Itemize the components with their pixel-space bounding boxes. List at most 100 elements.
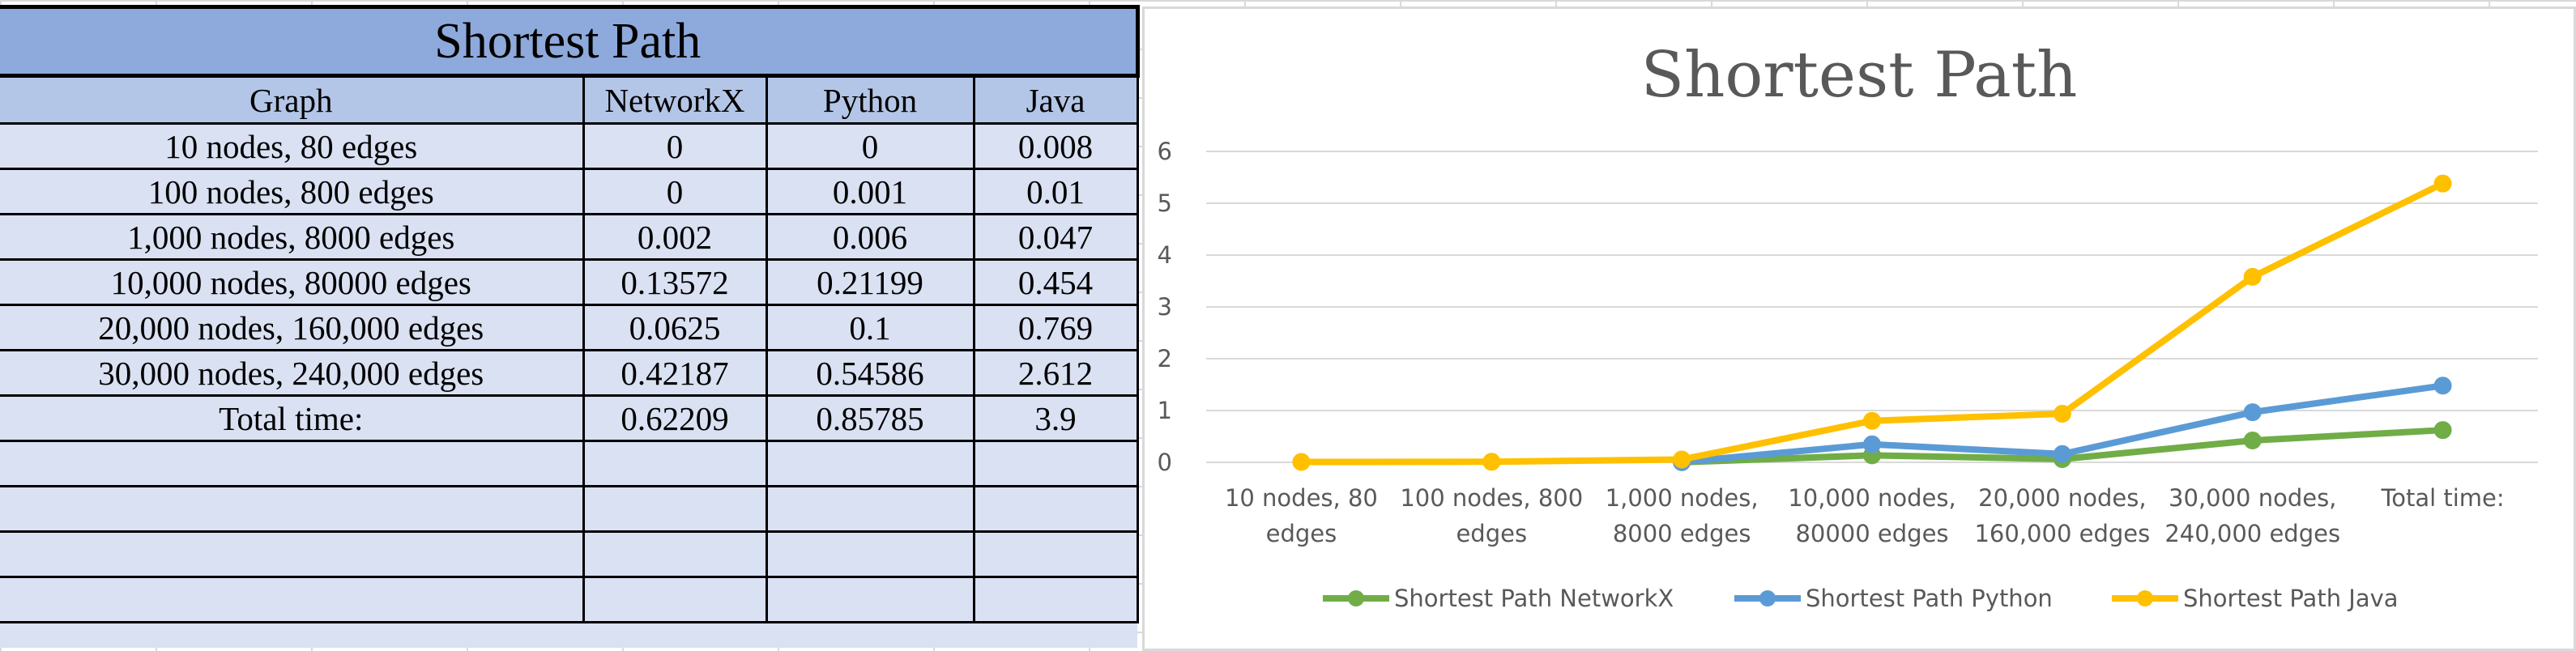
table-cell[interactable]: 0: [582, 168, 768, 215]
table-row: 100 nodes, 800 edges 0 0.001 0.01: [0, 168, 1139, 215]
table-cell[interactable]: 0.01: [972, 168, 1139, 215]
table-row: 10 nodes, 80 edges 0 0 0.008: [0, 122, 1139, 170]
table-cell[interactable]: 0.001: [765, 168, 975, 215]
table-title-row: Shortest Path: [0, 5, 1140, 78]
header-java[interactable]: Java: [972, 74, 1139, 125]
table-row: [0, 440, 1139, 487]
header-graph[interactable]: Graph: [0, 74, 585, 125]
table-cell[interactable]: 0.769: [972, 304, 1139, 351]
table-cell[interactable]: 0: [765, 122, 975, 170]
results-table: Shortest Path Graph NetworkX Python Java…: [0, 5, 1140, 648]
x-tick-label: 10 nodes, 80: [1225, 484, 1378, 512]
header-networkx[interactable]: NetworkX: [582, 74, 768, 125]
data-point: [2243, 403, 2262, 422]
data-point: [1292, 453, 1311, 471]
table-cell[interactable]: [972, 530, 1139, 578]
shortest-path-table: Shortest Path Graph NetworkX Python Java…: [0, 5, 1140, 623]
table-cell[interactable]: [582, 576, 768, 623]
table-cell[interactable]: 1,000 nodes, 8000 edges: [0, 213, 585, 261]
legend-swatch-marker: [1348, 590, 1364, 606]
data-point: [1863, 435, 1881, 453]
x-tick-label: 8000 edges: [1613, 520, 1751, 547]
data-point: [2433, 377, 2452, 395]
y-tick-label: 3: [1158, 293, 1172, 321]
table-cell[interactable]: [582, 530, 768, 578]
table-cell[interactable]: [765, 485, 975, 533]
table-row: 20,000 nodes, 160,000 edges 0.0625 0.1 0.76…: [0, 304, 1139, 351]
table-cell[interactable]: 0.21199: [765, 258, 975, 306]
table-cell[interactable]: [972, 576, 1139, 623]
table-cell[interactable]: 20,000 nodes, 160,000 edges: [0, 304, 585, 351]
x-tick-label: Total time:: [2380, 484, 2504, 512]
table-cell[interactable]: 0.1: [765, 304, 975, 351]
data-point: [2243, 432, 2262, 450]
table-cell[interactable]: 10 nodes, 80 edges: [0, 122, 585, 170]
x-tick-label: edges: [1266, 520, 1337, 547]
table-cell[interactable]: 3.9: [972, 394, 1139, 442]
table-cell[interactable]: 0.006: [765, 213, 975, 261]
chart-title: Shortest Path: [1641, 39, 2078, 112]
table-cell[interactable]: 0.0625: [582, 304, 768, 351]
y-tick-label: 5: [1158, 189, 1172, 217]
legend-swatch-marker: [1759, 590, 1776, 606]
table-cell[interactable]: [0, 576, 585, 623]
data-point: [2433, 174, 2452, 193]
y-tick-label: 6: [1158, 138, 1172, 165]
table-cell[interactable]: [0, 485, 585, 533]
table-row: Total time: 0.62209 0.85785 3.9: [0, 394, 1139, 442]
table-title[interactable]: Shortest Path: [0, 5, 1140, 78]
table-cell[interactable]: 0.42187: [582, 349, 768, 397]
data-point: [2243, 267, 2262, 286]
y-tick-label: 1: [1158, 397, 1172, 424]
y-tick-label: 0: [1158, 449, 1172, 476]
table-row: 30,000 nodes, 240,000 edges 0.42187 0.5458…: [0, 349, 1139, 397]
x-tick-label: 160,000 edges: [1974, 520, 2150, 547]
legend-label: Shortest Path NetworkX: [1394, 585, 1674, 612]
data-point: [2433, 421, 2452, 440]
header-python[interactable]: Python: [765, 74, 975, 125]
table-cell[interactable]: [582, 440, 768, 487]
x-tick-label: 1,000 nodes,: [1606, 484, 1759, 512]
chart-panel[interactable]: Shortest Path 0 1 2 3 4 5 6 10 nodes, 80 edges 100…: [1142, 6, 2576, 651]
table-row: 1,000 nodes, 8000 edges 0.002 0.006 0.047: [0, 213, 1139, 261]
table-cell[interactable]: [765, 576, 975, 623]
table-cell[interactable]: 0.54586: [765, 349, 975, 397]
x-tick-label: 20,000 nodes,: [1978, 484, 2146, 512]
table-cell[interactable]: [765, 440, 975, 487]
table-cell[interactable]: Total time:: [0, 394, 585, 442]
table-cell[interactable]: 30,000 nodes, 240,000 edges: [0, 349, 585, 397]
x-tick-label: 80000 edges: [1795, 520, 1948, 547]
table-cell[interactable]: [972, 440, 1139, 487]
legend-swatch-marker: [2137, 590, 2153, 606]
table-cell[interactable]: 0.454: [972, 258, 1139, 306]
x-tick-label: 240,000 edges: [2164, 520, 2340, 547]
table-cell[interactable]: 100 nodes, 800 edges: [0, 168, 585, 215]
data-point: [1673, 450, 1691, 469]
table-cell[interactable]: [582, 485, 768, 533]
legend-label: Shortest Path Java: [2183, 585, 2399, 612]
y-tick-label: 2: [1158, 345, 1172, 372]
table-cell[interactable]: [0, 440, 585, 487]
table-cell[interactable]: [0, 530, 585, 578]
table-cell[interactable]: 0.13572: [582, 258, 768, 306]
table-cell[interactable]: 0: [582, 122, 768, 170]
y-tick-label: 4: [1158, 241, 1172, 269]
table-cell[interactable]: 0.008: [972, 122, 1139, 170]
line-chart: Shortest Path 0 1 2 3 4 5 6 10 nodes, 80 edges 100…: [1158, 39, 2538, 612]
data-point: [2053, 445, 2071, 463]
table-cell[interactable]: 0.62209: [582, 394, 768, 442]
data-point: [2053, 405, 2071, 423]
table-cell[interactable]: [972, 485, 1139, 533]
x-tick-label: 100 nodes, 800: [1400, 484, 1583, 512]
table-row: [0, 530, 1139, 578]
table-cell[interactable]: [765, 530, 975, 578]
table-cell[interactable]: 2.612: [972, 349, 1139, 397]
x-tick-label: 30,000 nodes,: [2169, 484, 2336, 512]
table-cell[interactable]: 10,000 nodes, 80000 edges: [0, 258, 585, 306]
table-cell[interactable]: 0.002: [582, 213, 768, 261]
table-row: [0, 576, 1139, 623]
table-cell[interactable]: 0.047: [972, 213, 1139, 261]
legend-label: Shortest Path Python: [1806, 585, 2053, 612]
x-tick-label: edges: [1456, 520, 1527, 547]
table-cell[interactable]: 0.85785: [765, 394, 975, 442]
